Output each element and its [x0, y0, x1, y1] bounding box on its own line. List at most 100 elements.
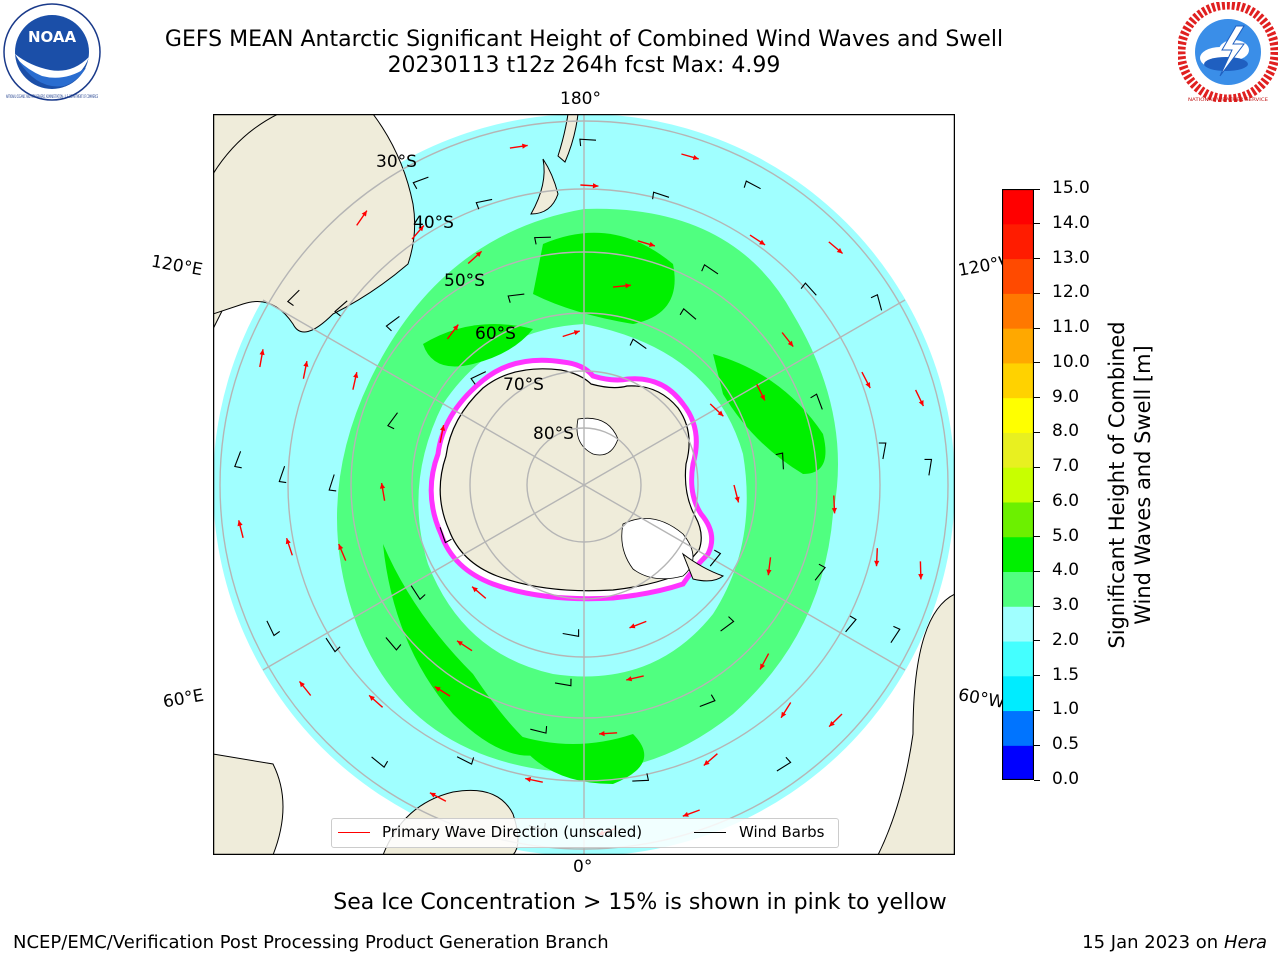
- colorbar-tick-label: 0.5: [1052, 734, 1080, 755]
- wave-arrow-head: [781, 711, 787, 718]
- wave-arrow-head: [831, 507, 837, 514]
- colorbar-bin-7: [1002, 501, 1034, 538]
- wind-barb: [720, 616, 735, 632]
- colorbar-frame: [1002, 189, 1034, 780]
- colorbar-tick-mark: [1034, 536, 1040, 538]
- colorbar-bin-8: [1002, 467, 1034, 503]
- lon-label-60w: 60°W: [956, 685, 1007, 713]
- lat-label-70s: 70°S: [503, 375, 544, 395]
- wind-barb: [266, 620, 281, 637]
- wind-barb: [385, 315, 400, 332]
- land-nz-south: [530, 158, 559, 215]
- footer-host: Hera: [1223, 932, 1267, 953]
- wave-arrow-head: [692, 155, 699, 160]
- footer-organization: NCEP/EMC/Verification Post Processing Pr…: [13, 932, 609, 953]
- lat-label-30s: 30°S: [376, 152, 417, 172]
- land-south-america: [877, 593, 955, 855]
- chart-title: GEFS MEAN Antarctic Significant Height o…: [164, 27, 1004, 52]
- lon-label-60e: 60°E: [161, 685, 206, 713]
- chart-subtitle: 20230113 t12z 264h fcst Max: 4.99: [387, 53, 781, 78]
- wave-arrow-head: [285, 538, 291, 545]
- wave-arrow-head: [573, 330, 580, 336]
- colorbar-tick-label: 15.0: [1052, 178, 1090, 198]
- colorbar-bin-13: [1002, 293, 1034, 329]
- colorbar-bin-4: [1002, 606, 1034, 642]
- wind-barb: [278, 466, 287, 484]
- map-frame: [213, 114, 955, 855]
- wind-barb: [371, 756, 389, 769]
- colorbar-label-line2: Wind Waves and Swell [m]: [1131, 345, 1155, 625]
- wave-arrow-head: [759, 239, 766, 245]
- wind-barb: [924, 458, 933, 476]
- colorbar-bin-9: [1002, 432, 1034, 468]
- colorbar-tick-mark: [1034, 709, 1040, 711]
- nws-logo: NATIONAL WEATHER SERVICE: [1176, 0, 1280, 104]
- colorbar-tick-mark: [1034, 744, 1040, 746]
- colorbar-tick-label: 10.0: [1052, 351, 1090, 372]
- wind-barb: [507, 293, 525, 303]
- wave-arrow-head: [429, 792, 436, 798]
- colorbar-tick-label: 13.0: [1052, 247, 1090, 268]
- colorbar-tick-label: 7.0: [1052, 456, 1080, 477]
- colorbar-bin-1: [1002, 710, 1034, 746]
- colorbar-tick-label: 8.0: [1052, 421, 1080, 442]
- wave-arrow-head: [440, 425, 446, 431]
- wave-arrow-head: [592, 183, 599, 189]
- wind-barb: [554, 678, 572, 687]
- wave-arrow-head: [434, 686, 441, 692]
- nws-ring-text: NATIONAL WEATHER SERVICE: [1188, 97, 1269, 102]
- wave-arrow-head: [369, 695, 375, 701]
- colorbar-bin-15: [1002, 223, 1034, 260]
- colorbar-tick-label: 5.0: [1052, 525, 1080, 546]
- colorbar-tick-label: 2.0: [1052, 629, 1080, 650]
- colorbar-bin-2: [1002, 675, 1034, 712]
- map-legend: Primary Wave Direction (unscaled) Wind B…: [331, 818, 839, 848]
- colorbar-bin-14: [1002, 258, 1034, 294]
- colorbar-tick-label: 6.0: [1052, 490, 1080, 511]
- wave-arrow-head: [760, 394, 765, 401]
- footer-date: 15 Jan 2023 on Hera: [1082, 932, 1267, 953]
- colorbar-bin-10: [1002, 397, 1034, 433]
- wind-barb: [699, 694, 716, 708]
- colorbar-bin-3: [1002, 640, 1034, 677]
- legend-swatch-wave: [338, 832, 370, 833]
- colorbar-label-line1: Significant Height of Combined: [1105, 321, 1129, 649]
- wave-field-4to5m-c: [383, 544, 543, 756]
- wind-barb: [701, 263, 719, 275]
- colorbar-tick-label: 12.0: [1052, 282, 1090, 303]
- noaa-ring-text: NATIONAL OCEANIC AND ATMOSPHERIC ADMINIS…: [6, 94, 98, 99]
- wind-barb: [387, 412, 398, 430]
- wind-barb: [810, 393, 823, 410]
- polar-map: [213, 114, 955, 855]
- colorbar-tick-mark: [1034, 327, 1040, 329]
- legend-label-barb: Wind Barbs: [739, 823, 825, 841]
- wind-barb: [334, 300, 348, 317]
- wind-barb: [530, 726, 548, 734]
- colorbar-tick-mark: [1034, 675, 1040, 677]
- wave-arrow-head: [865, 382, 871, 389]
- wind-barb: [456, 756, 475, 765]
- wave-arrow-head: [626, 676, 633, 682]
- wind-barb: [845, 615, 857, 633]
- legend-label-wave: Primary Wave Direction (unscaled): [382, 823, 643, 841]
- wave-arrow-head: [418, 225, 424, 232]
- meridian-60e-120w: [262, 299, 906, 671]
- colorbar-tick-label: 4.0: [1052, 560, 1080, 581]
- colorbar-tick-mark: [1034, 640, 1040, 642]
- wind-barb: [776, 756, 792, 772]
- wind-barb: [652, 191, 670, 200]
- wave-arrow-head: [303, 361, 309, 367]
- lon-label-120e: 120°E: [149, 251, 205, 281]
- wave-arrow-head: [299, 681, 305, 688]
- wave-arrow-head: [338, 544, 344, 550]
- lat-label-50s: 50°S: [444, 271, 485, 291]
- wind-barb: [534, 236, 551, 245]
- wind-barb: [814, 563, 826, 581]
- wind-barb: [679, 307, 697, 320]
- wind-barb: [632, 773, 650, 782]
- lat-label-60s: 60°S: [475, 324, 516, 344]
- footer-date-text: 15 Jan 2023 on: [1082, 932, 1219, 953]
- colorbar-tick-label: 0.0: [1052, 769, 1080, 789]
- wave-arrow-head: [766, 569, 772, 576]
- wave-arrow-head: [475, 251, 482, 257]
